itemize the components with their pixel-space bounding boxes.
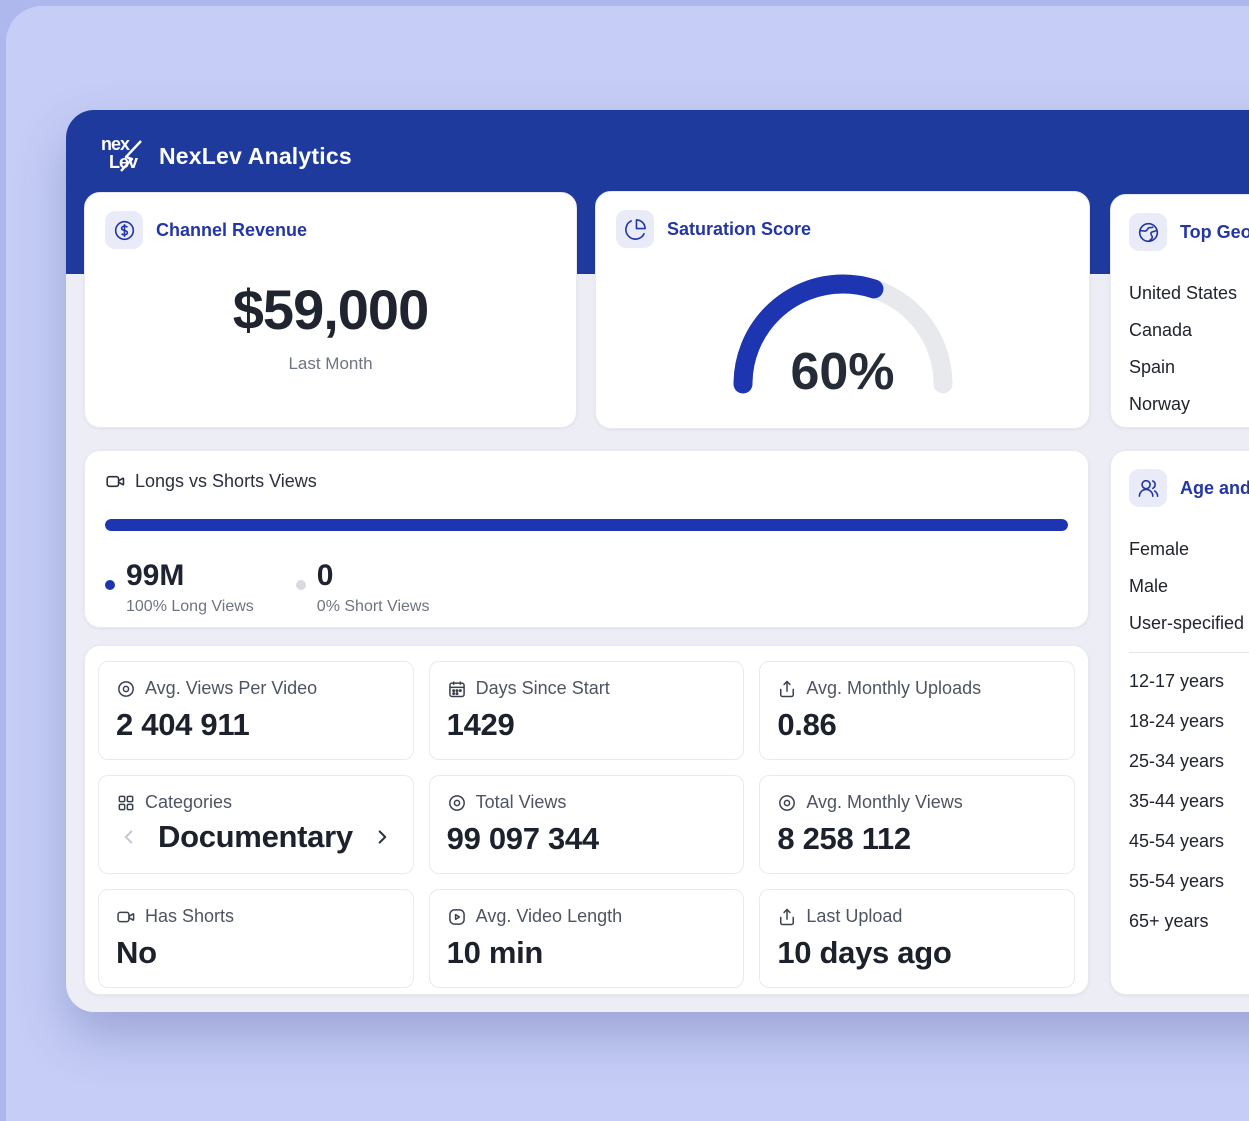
age-item: 55-54 years [1129,870,1225,891]
revenue-caption: Last Month [288,354,373,373]
geography-item: Spain [1129,357,1176,377]
geography-item: United States [1129,283,1238,303]
chevron-right-icon [378,830,387,844]
gender-item: Female [1129,539,1190,559]
gender-item: Male [1129,576,1169,596]
stat-total-views: Total Views 99 097 344 [428,775,745,874]
app-title: NexLev Analytics [159,142,352,169]
age-item: 45-54 years [1129,830,1225,851]
views-icon [448,794,465,811]
stat-avg-video-length: Avg. Video Length 10 min [428,889,745,988]
gender-item: User-specified [1129,613,1245,633]
saturation-gauge-fill [733,274,952,394]
long-views-dot [105,580,115,590]
long-views-label: 100% Long Views [126,598,254,615]
category-next-button[interactable] [369,824,395,850]
stat-avg-views-per-video: Avg. Views Per Video 2 404 911 [98,661,414,760]
age-gender-title: Age and Gender [1180,477,1249,498]
users-icon [1129,469,1167,507]
longs-vs-shorts-title-row: Longs vs Shorts Views [105,471,1068,492]
geographies-list: United States Canada Spain Norway [1129,275,1249,423]
upload-icon [780,908,795,925]
stat-last-upload: Last Upload 10 days ago [759,889,1075,988]
views-icon [779,794,796,811]
pie-chart-icon [616,210,654,248]
age-item: 12-17 years [1129,670,1225,691]
saturation-score-card: Saturation Score 60% [595,191,1090,429]
age-item: 18-24 years [1129,710,1225,731]
saturation-gauge: 60% [723,264,963,401]
short-views-dot [295,580,306,590]
stat-avg-monthly-views: Avg. Monthly Views 8 258 112 [759,775,1075,874]
saturation-score-title: Saturation Score [667,218,812,239]
stat-days-since-start: Days Since Start 1429 [428,661,745,760]
age-list: 12-17 years 18-24 years 25-34 years 35-4… [1129,661,1249,941]
svg-text:nex: nex [101,134,130,154]
dollar-icon [105,211,143,249]
short-views-label: 0% Short Views [316,598,430,615]
saturation-gauge-value: 60% [790,343,895,401]
geography-item: Norway [1129,394,1191,414]
views-icon [118,680,134,697]
svg-text:Lev: Lev [109,152,138,172]
geography-item: Canada [1129,320,1193,340]
top-geographies-title: Top Geographies [1180,221,1249,242]
age-item: 25-34 years [1129,750,1225,771]
channel-revenue-title: Channel Revenue [156,219,308,240]
play-icon [448,908,465,925]
age-gender-card: Age and Gender Female Male User-specifie… [1110,450,1249,995]
upload-icon [780,680,795,697]
calendar-icon [448,681,465,697]
brand: nex Lev NexLev Analytics [100,134,352,178]
revenue-value: $59,000 [232,278,429,341]
gender-list: Female Male User-specified [1129,531,1249,642]
chevron-left-icon [124,830,133,844]
long-views-value: 99M [126,559,185,592]
long-views-legend: 99M 100% Long Views [105,561,254,616]
age-item: 65+ years [1129,910,1209,931]
longs-vs-shorts-title: Longs vs Shorts Views [135,471,317,491]
stat-avg-monthly-uploads: Avg. Monthly Uploads 0.86 [759,661,1075,760]
category-prev-button[interactable] [116,824,142,850]
longs-shorts-progress-track [105,519,1068,531]
stats-grid-card: Avg. Views Per Video 2 404 911 Days Sinc… [84,645,1089,995]
dashboard-container: nex Lev NexLev Analytics Channel Revenue… [66,110,1249,1012]
longs-vs-shorts-card: Longs vs Shorts Views 99M 100% Long View… [84,450,1089,628]
age-item: 35-44 years [1129,790,1225,811]
channel-revenue-card: Channel Revenue $59,000 Last Month [84,192,577,428]
stat-has-shorts: Has Shorts No [98,889,414,988]
longs-bar-fill [105,519,1068,531]
short-views-legend: 0 0% Short Views [295,559,430,616]
video-camera-icon [117,911,135,922]
categories-icon [118,795,134,810]
top-geographies-card: Top Geographies United States Canada Spa… [1110,194,1249,428]
category-value: Documentary [158,819,353,854]
stat-categories: Categories Documentary [98,775,414,874]
short-views-value: 0 [316,559,334,592]
nexlev-logo-icon: nex Lev [101,134,142,172]
video-camera-icon [106,475,125,488]
demographics-divider [1129,652,1249,653]
longs-shorts-legend: 99M 100% Long Views 0 0% Short Views [105,561,1068,616]
globe-icon [1129,213,1167,251]
